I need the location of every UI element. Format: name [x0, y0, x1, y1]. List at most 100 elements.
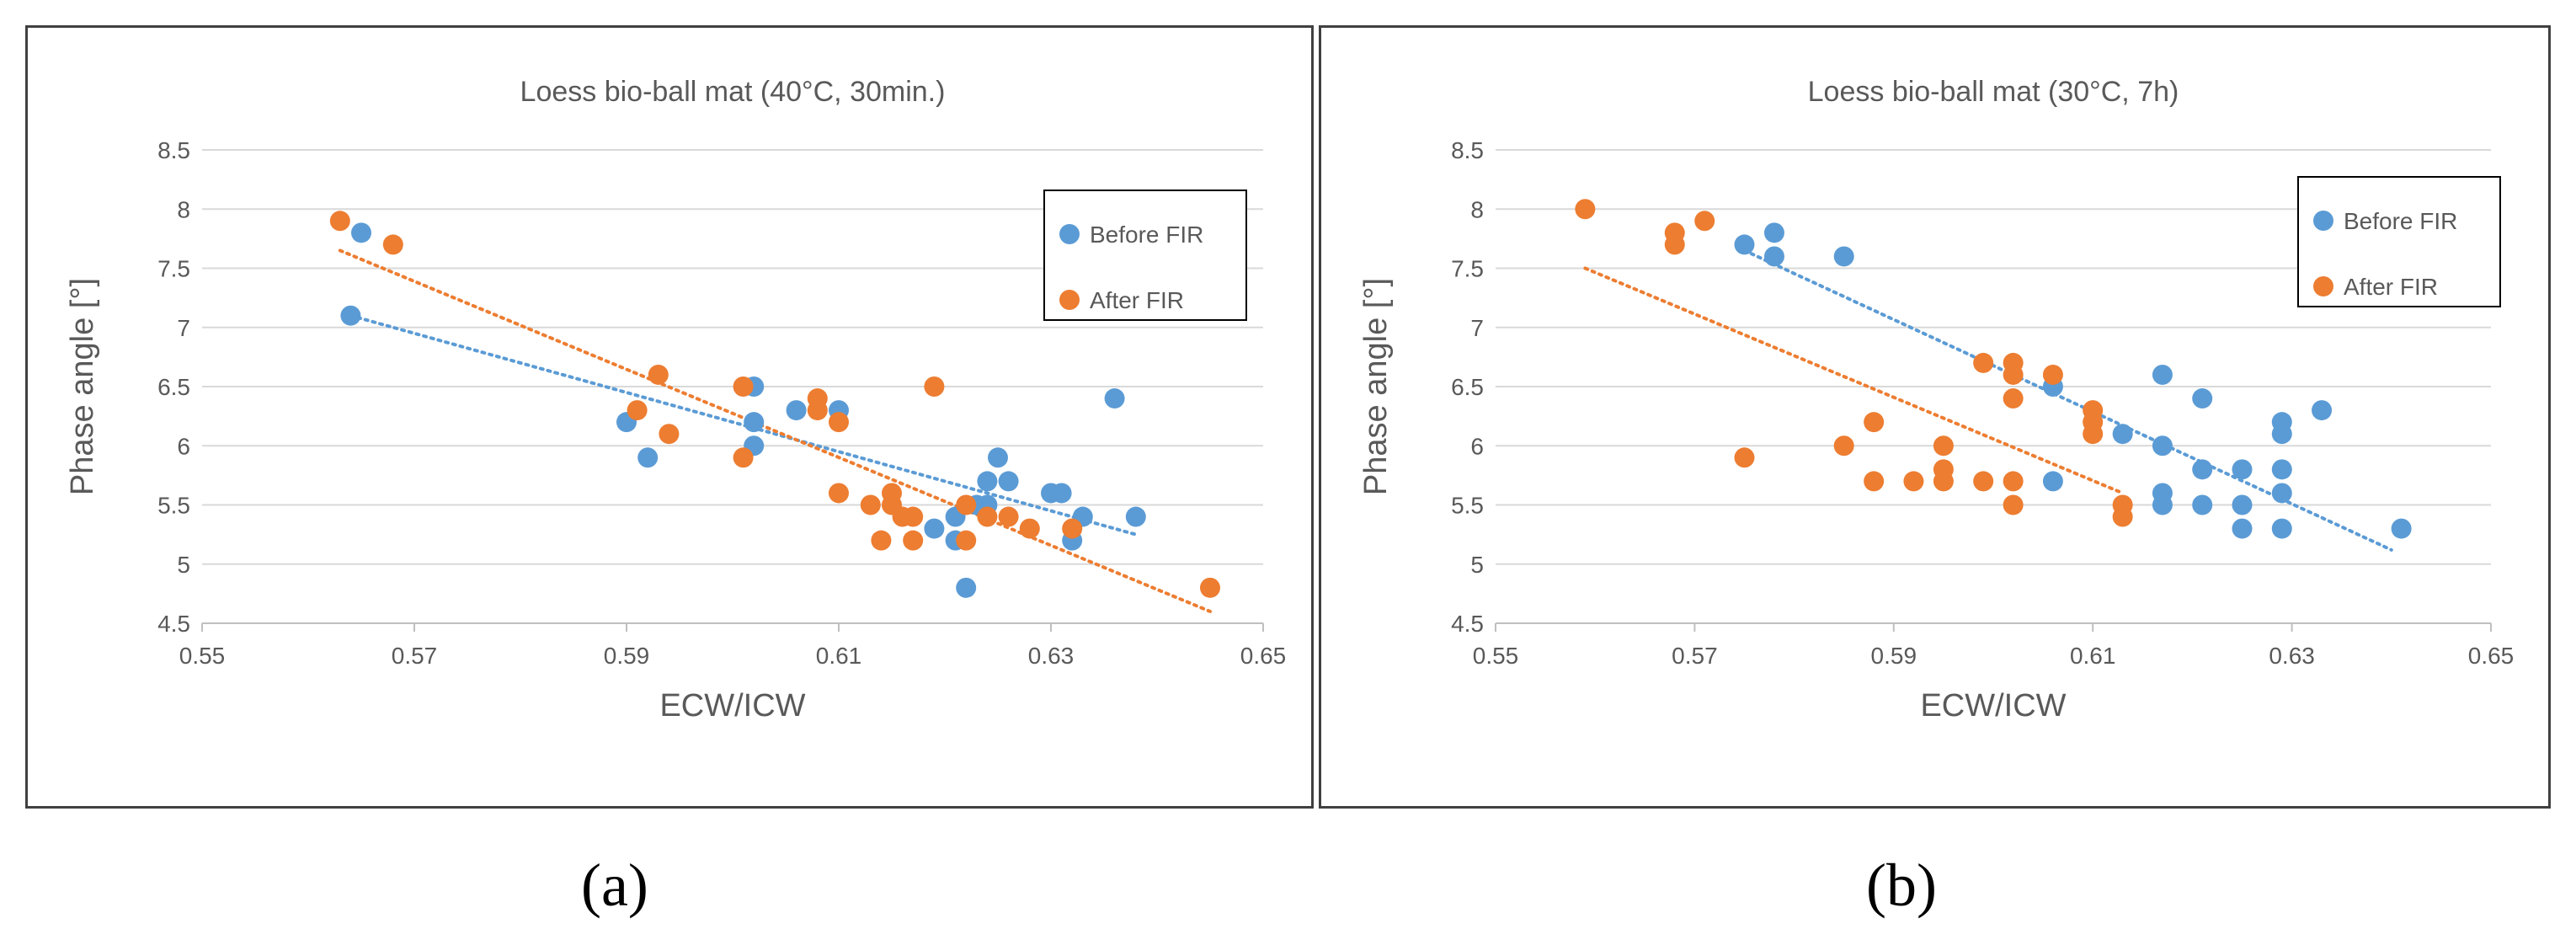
chart-a-y-tick-label: 7.5 — [157, 256, 190, 282]
chart-a-y-tick-label: 8.5 — [157, 137, 190, 163]
chart-b-x-axis-label: ECW/ICW — [1920, 688, 2066, 723]
chart-a-title: Loess bio-ball mat (40°C, 30min.) — [520, 76, 946, 108]
chart-b-before-fir-point — [2232, 459, 2253, 480]
chart-b-before-fir-point — [1763, 222, 1784, 243]
chart-b-y-tick-label: 8 — [1470, 196, 1484, 222]
chart-a-before-fir-point — [1125, 506, 1146, 527]
chart-a-y-tick-label: 5 — [177, 552, 190, 578]
chart-a-y-tick-label: 4.5 — [157, 611, 190, 637]
chart-b-after-fir-point — [2112, 506, 2133, 527]
chart-b-before-fir-point — [2152, 494, 2173, 515]
chart-a-after-fir-point — [807, 400, 828, 421]
chart-a-legend-label-after-fir: After FIR — [1090, 287, 1184, 313]
chart-b-after-fir-point — [2003, 388, 2024, 409]
chart-a-after-fir-point — [659, 424, 680, 445]
chart-a-before-fir-point — [786, 400, 807, 421]
chart-b-y-tick-label: 5.5 — [1451, 493, 1484, 519]
chart-b-after-fir-point — [1864, 412, 1885, 433]
chart-a-before-fir-point — [1051, 483, 1072, 504]
chart-b-title: Loess bio-ball mat (30°C, 7h) — [1808, 76, 2179, 108]
chart-b-y-axis-label: Phase angle [°] — [1358, 278, 1394, 495]
chart-b-after-fir-point — [2042, 364, 2063, 385]
chart-b-y-tick-label: 5 — [1470, 552, 1484, 578]
scatter-chart-b: Loess bio-ball mat (30°C, 7h) 4.5 5 5.5 6 6.5… — [1319, 25, 2551, 809]
chart-a-after-fir-point — [627, 400, 648, 421]
chart-b-after-fir-point — [1864, 471, 1885, 492]
chart-b-before-fir-point — [2192, 388, 2213, 409]
chart-a-legend-label-before-fir: Before FIR — [1090, 222, 1203, 248]
chart-b-y-tick-label: 6 — [1470, 433, 1484, 459]
chart-a-before-fir-point — [1104, 388, 1125, 409]
chart-a-after-fir-point — [956, 530, 977, 551]
chart-a-y-tick-label: 7 — [177, 315, 190, 341]
chart-a-after-fir-point — [733, 376, 754, 397]
chart-a-after-fir-point — [382, 234, 403, 255]
chart-b-after-fir-point — [2003, 471, 2024, 492]
chart-b-after-fir-point — [1575, 199, 1596, 220]
chart-a-after-fir-point — [998, 506, 1019, 527]
chart-b-after-fir-point — [2083, 424, 2104, 445]
chart-a-after-fir-point — [648, 364, 669, 385]
chart-a-after-fir-trendline — [338, 248, 1212, 613]
chart-b-x-tick-label: 0.59 — [1871, 643, 1917, 669]
chart-a-after-fir-point — [733, 447, 754, 468]
chart-b-before-fir-point — [2271, 459, 2292, 480]
chart-a-y-tick-label: 5.5 — [157, 493, 190, 519]
chart-a-after-fir-point — [829, 412, 849, 433]
chart-a-before-fir-trendline — [349, 313, 1138, 537]
chart-a-frame — [25, 25, 1314, 809]
chart-a-after-fir-point — [829, 483, 849, 504]
chart-a-before-fir-point — [988, 447, 1008, 468]
chart-a-before-fir-point — [637, 447, 659, 468]
chart-a-after-fir-point — [860, 494, 881, 515]
chart-a-y-tick-label: 6 — [177, 433, 190, 459]
chart-panel-b: Loess bio-ball mat (30°C, 7h) 4.5 5 5.5 6 6.5… — [1319, 25, 2551, 809]
chart-b-after-fir-point — [1694, 211, 1715, 232]
chart-a-after-fir-point — [924, 376, 945, 397]
chart-a-after-fir-point — [903, 506, 924, 527]
chart-a-x-tick-label: 0.55 — [179, 643, 226, 669]
chart-b-before-fir-point — [2312, 400, 2333, 421]
scatter-chart-a: Loess bio-ball mat (40°C, 30min.) 4.5 5 5.5… — [25, 25, 1314, 809]
chart-b-before-fir-point — [2232, 518, 2253, 539]
chart-b-legend-marker-before-fir — [2313, 211, 2333, 231]
chart-b-after-fir-point — [1933, 471, 1954, 492]
chart-a-x-tick-label: 0.59 — [604, 643, 650, 669]
chart-b-after-fir-point — [1664, 234, 1685, 255]
chart-a-x-tick-label: 0.61 — [816, 643, 862, 669]
chart-b-x-tick-label: 0.65 — [2468, 643, 2515, 669]
chart-b-before-fir-point — [2192, 459, 2213, 480]
chart-b-before-fir-point — [2271, 424, 2292, 445]
chart-b-after-fir-trendline — [1583, 266, 2125, 495]
chart-a-before-fir-point — [351, 222, 371, 243]
chart-b-x-tick-label: 0.57 — [1672, 643, 1718, 669]
chart-b-y-tick-label: 7.5 — [1451, 256, 1484, 282]
chart-a-before-fir-point — [744, 412, 765, 433]
chart-b-before-fir-point — [2271, 518, 2292, 539]
chart-b-x-tick-label: 0.61 — [2070, 643, 2116, 669]
chart-a-before-fir-point — [340, 305, 361, 326]
chart-b-before-fir-point — [2042, 471, 2063, 492]
chart-b-before-fir-point — [2391, 518, 2412, 539]
chart-b-after-fir-point — [2003, 494, 2024, 515]
chart-b-y-tick-label: 4.5 — [1451, 611, 1484, 637]
chart-b-after-fir-point — [2003, 364, 2024, 385]
chart-a-after-fir-point — [956, 494, 977, 515]
chart-a-legend-marker-after-fir — [1059, 290, 1080, 310]
chart-b-before-fir-point — [2192, 494, 2213, 515]
chart-b-legend-label-before-fir: Before FIR — [2344, 208, 2457, 234]
chart-a-x-tick-label: 0.57 — [392, 643, 438, 669]
chart-a-y-tick-label: 8 — [177, 196, 190, 222]
chart-a-before-fir-point — [924, 518, 945, 539]
chart-a-after-fir-point — [1200, 577, 1220, 598]
chart-a-after-fir-point — [977, 506, 998, 527]
chart-b-x-tick-label: 0.55 — [1473, 643, 1519, 669]
chart-b-legend-marker-after-fir — [2313, 276, 2333, 296]
chart-b-before-fir-point — [1763, 246, 1784, 267]
chart-a-after-fir-point — [871, 530, 892, 551]
chart-b-before-fir-point — [2112, 424, 2133, 445]
chart-b-before-fir-point — [2152, 364, 2173, 385]
chart-panel-a: Loess bio-ball mat (40°C, 30min.) 4.5 5 5.5… — [25, 25, 1314, 809]
chart-b-legend-label-after-fir: After FIR — [2344, 274, 2438, 300]
chart-a-after-fir-point — [329, 211, 350, 232]
